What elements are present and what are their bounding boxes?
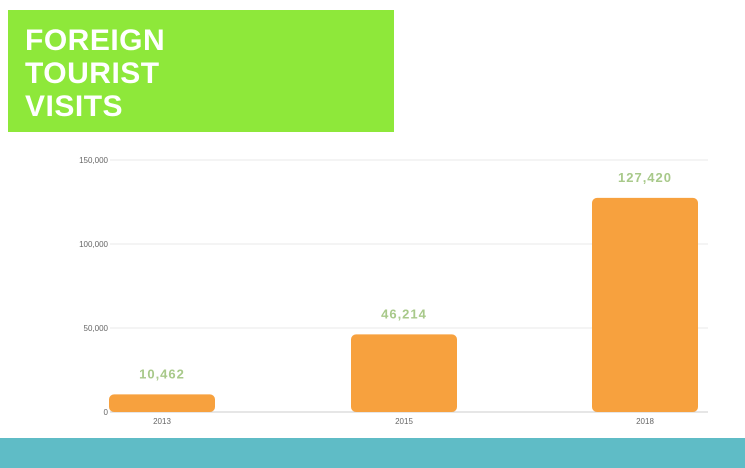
x-tick-label: 2018 xyxy=(636,417,654,426)
bar xyxy=(592,197,698,412)
footer-band xyxy=(0,438,745,468)
y-tick-label: 0 xyxy=(104,408,109,417)
y-tick-label: 150,000 xyxy=(79,156,108,165)
data-label: 10,462 xyxy=(139,366,185,381)
data-label: 46,214 xyxy=(381,306,427,321)
bar-chart: 0 50,000 100,000 150,000 10,462 2013 46,214 201… xyxy=(79,156,708,426)
title-banner: FOREIGN TOURIST VISITS xyxy=(8,10,394,132)
title-line-2: TOURIST xyxy=(25,57,160,90)
y-tick-label: 100,000 xyxy=(79,240,108,249)
title-line-1: FOREIGN xyxy=(25,24,166,57)
bar xyxy=(351,334,457,412)
x-tick-label: 2015 xyxy=(395,417,413,426)
bar xyxy=(109,394,215,412)
x-tick-label: 2013 xyxy=(153,417,171,426)
data-label: 127,420 xyxy=(618,170,672,185)
title-line-3: VISITS xyxy=(25,90,124,123)
y-tick-label: 50,000 xyxy=(84,324,109,333)
chart-title: FOREIGN TOURIST VISITS xyxy=(25,24,165,123)
